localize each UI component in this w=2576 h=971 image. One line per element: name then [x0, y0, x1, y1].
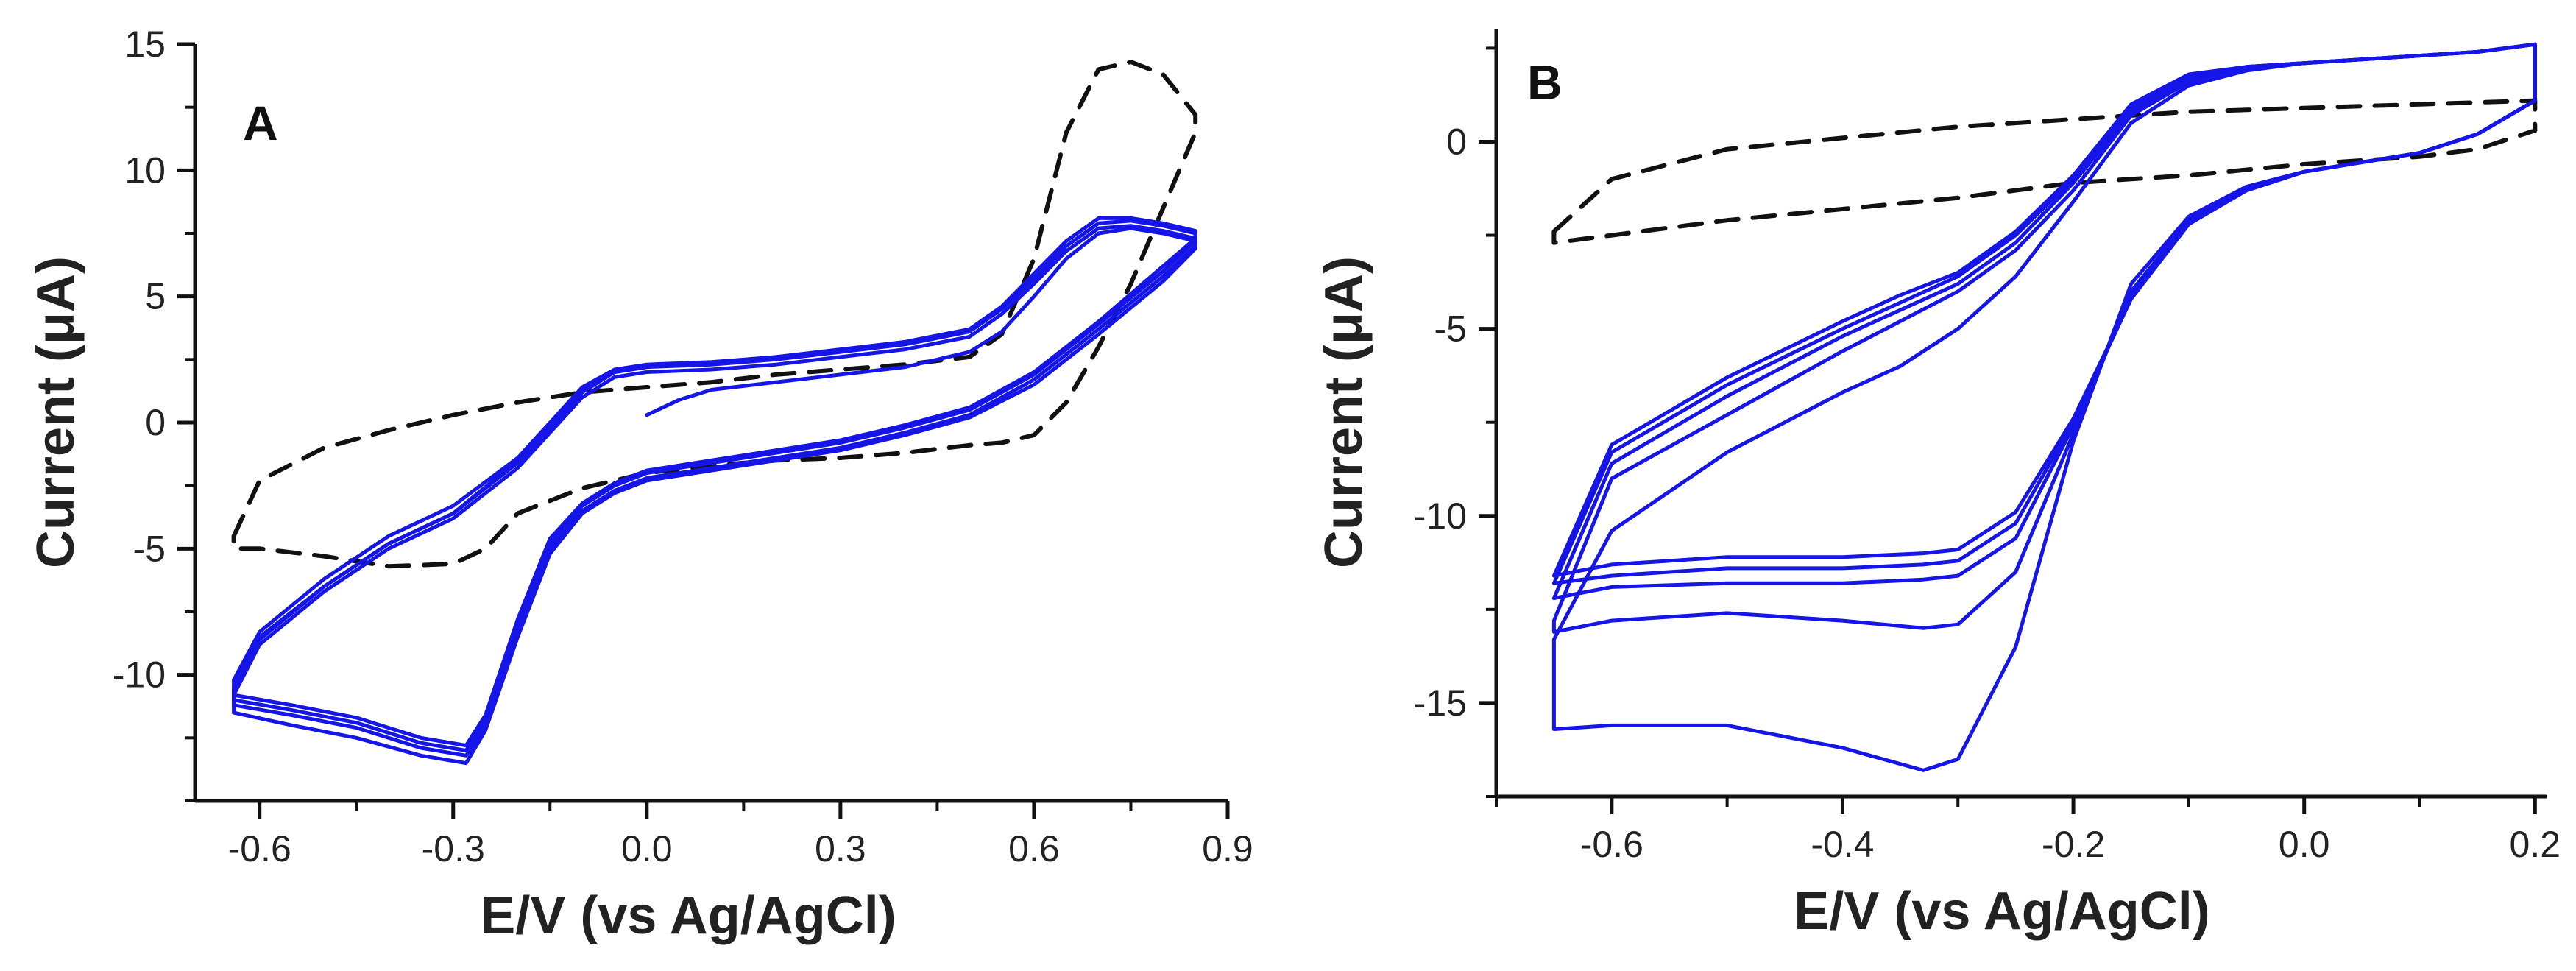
panel-b-ticks: -0.6 -0.4 -0.2 0.0 0.2 -15 -10 -5 0: [1414, 46, 2561, 865]
panel-a-x-title: E/V (vs Ag/AgCl): [480, 886, 896, 945]
panel-b: -0.6 -0.4 -0.2 0.0 0.2 -15 -10 -5 0 B E/V (vs Ag…: [1314, 29, 2561, 941]
panel-b-y-tick-label: 0: [1446, 121, 1467, 162]
panel-b-x-tick-label: -0.2: [2042, 824, 2105, 865]
panel-b-traces: [1551, 42, 2538, 772]
panel-b-x-tick-label: 0.2: [2510, 824, 2561, 865]
panel-a-label: A: [243, 96, 278, 150]
panel-b-label: B: [1527, 55, 1563, 110]
panel-a-y-tick-label: 0: [145, 402, 166, 443]
panel-a-y-tick-label: 10: [124, 149, 166, 191]
panel-b-x-tick-label: -0.6: [1580, 824, 1643, 865]
panel-a-x-tick-label: 0.6: [1008, 828, 1060, 869]
panel-b-x-title: E/V (vs Ag/AgCl): [1794, 882, 2209, 941]
panel-b-y-tick-label: -15: [1414, 682, 1467, 724]
panel-a-y-tick-label: -10: [113, 654, 166, 696]
panel-b-y-tick-label: -5: [1434, 308, 1467, 350]
panel-a-y-tick-label: -5: [133, 528, 166, 569]
panel-a-series-cycle-4: [232, 216, 1197, 748]
panel-b-series-cycle-5: [1551, 42, 2537, 578]
panel-a-x-tick-label: 0.9: [1202, 828, 1253, 869]
panel-b-series-dashed: [1551, 98, 2538, 245]
panel-b-y-tick-label: -10: [1414, 495, 1467, 537]
panel-a-x-tick-label: 0.3: [815, 828, 866, 869]
panel-a-x-tick-label: -0.6: [228, 828, 291, 869]
panel-a-y-title: Current (μA): [26, 256, 85, 568]
panel-b-x-tick-label: 0.0: [2279, 824, 2330, 865]
panel-b-y-title: Current (μA): [1314, 256, 1373, 568]
panel-a-y-tick-label: 15: [124, 24, 166, 65]
panel-a-ticks: -0.6 -0.3 0.0 0.3 0.6 0.9 -10 -5 0 5 10 15: [113, 24, 1253, 869]
panel-a-x-tick-label: -0.3: [422, 828, 485, 869]
panel-a-series-dashed: [231, 60, 1198, 569]
panel-b-x-tick-label: -0.4: [1811, 824, 1874, 865]
panel-a-y-tick-label: 5: [145, 276, 166, 317]
panel-a-traces: [231, 60, 1198, 766]
panel-a-x-tick-label: 0.0: [621, 828, 673, 869]
panel-a: -0.6 -0.3 0.0 0.3 0.6 0.9 -10 -5 0 5 10 15 A E/V (v…: [26, 24, 1253, 945]
